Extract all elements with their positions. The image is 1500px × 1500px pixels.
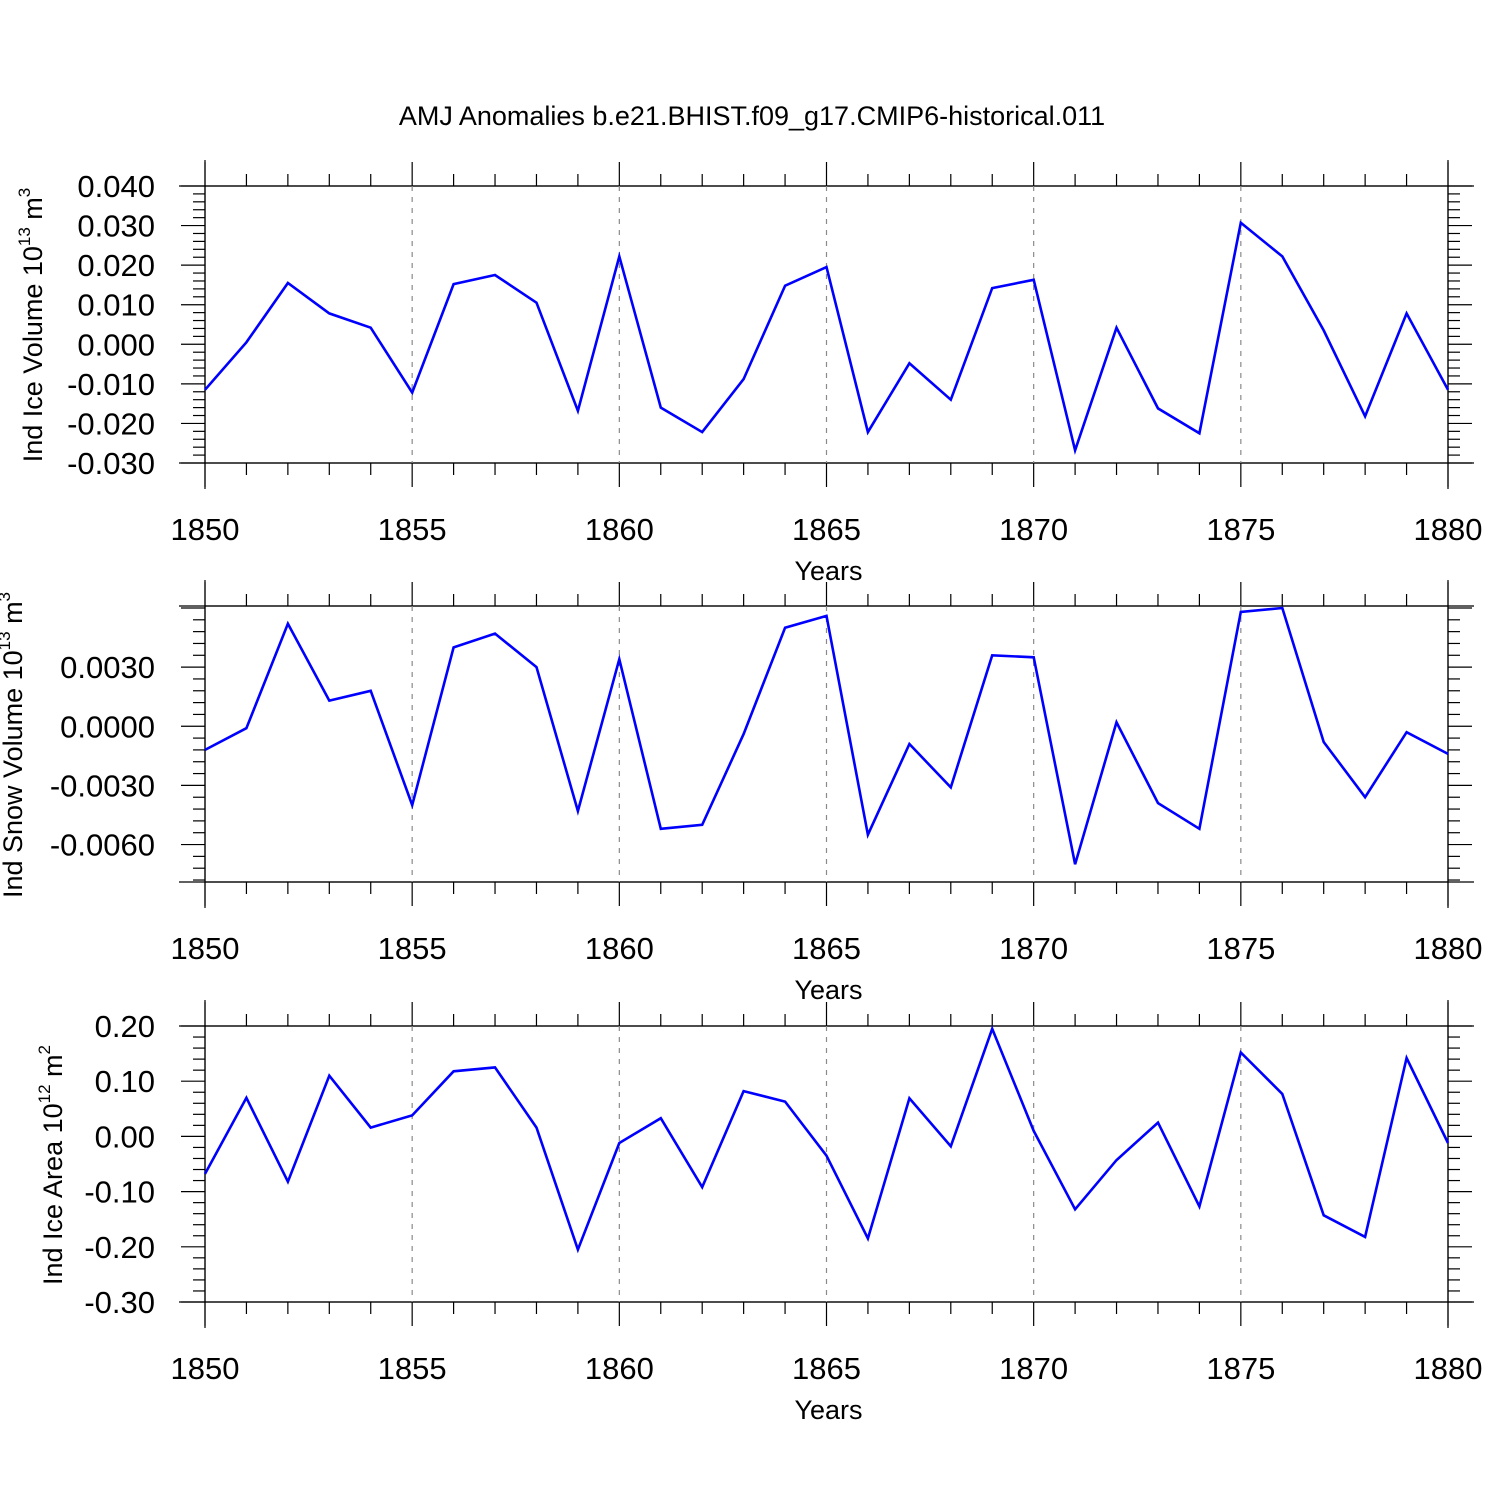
y-tick-label: 0.000: [77, 327, 155, 362]
x-tick-label: 1875: [1206, 512, 1275, 547]
x-tick-label: 1880: [1414, 1351, 1483, 1386]
panel-2: 1850 1855 1860 1865 1870 1875 1880 Years -0.0060…: [0, 580, 1482, 1005]
y-tick-label: 0.20: [95, 1009, 155, 1044]
y-tick-label: -0.30: [84, 1285, 155, 1320]
x-tick-label: 1860: [585, 931, 654, 966]
x-tick-label: 1865: [792, 512, 861, 547]
x-tick-label: 1865: [792, 931, 861, 966]
x-tick-label: 1870: [999, 512, 1068, 547]
series-line: [204, 220, 1450, 455]
figure-title: AMJ Anomalies b.e21.BHIST.f09_g17.CMIP6-…: [399, 101, 1105, 131]
y-tick-label: 0.00: [95, 1119, 155, 1154]
x-tick-label: 1855: [378, 1351, 447, 1386]
x-axis-title: Years: [794, 1395, 862, 1425]
y-tick-label: 0.020: [77, 248, 155, 283]
y-axis-title: Ind Snow Volume 1013 m3: [0, 592, 28, 898]
x-tick-label: 1860: [585, 1351, 654, 1386]
panel-1: 1850 1855 1860 1865 1870 1875 1880 Years -0.030 -…: [15, 160, 1482, 586]
x-tick-label: 1850: [171, 1351, 240, 1386]
x-tick-label: 1850: [171, 512, 240, 547]
y-tick-label: -0.20: [84, 1230, 155, 1265]
y-tick-label: -0.020: [67, 406, 155, 441]
y-tick-label: -0.030: [67, 446, 155, 481]
x-tick-label: 1855: [378, 512, 447, 547]
x-tick-label: 1870: [999, 1351, 1068, 1386]
x-axis-title: Years: [794, 975, 862, 1005]
x-tick-label: 1870: [999, 931, 1068, 966]
x-tick-label: 1850: [171, 931, 240, 966]
series-line: [203, 1025, 1450, 1254]
y-tick-label: -0.10: [84, 1175, 155, 1210]
y-tick-label: -0.010: [67, 367, 155, 402]
x-tick-label: 1875: [1206, 931, 1275, 966]
x-tick-label: 1855: [378, 931, 447, 966]
panel-3: 1850 1855 1860 1865 1870 1875 1880 Years -0.30 -0…: [35, 1000, 1482, 1425]
x-tick-label: 1865: [792, 1351, 861, 1386]
x-tick-label: 1880: [1414, 512, 1483, 547]
x-tick-label: 1880: [1414, 931, 1483, 966]
x-axis-title: Years: [794, 556, 862, 586]
x-tick-label: 1875: [1206, 1351, 1275, 1386]
y-axis-title: Ind Ice Volume 1013 m3: [15, 188, 48, 463]
y-tick-label: -0.0030: [50, 768, 155, 803]
y-tick-label: 0.040: [77, 169, 155, 204]
y-tick-label: 0.0000: [60, 709, 155, 744]
y-tick-label: 0.030: [77, 209, 155, 244]
y-tick-label: 0.0030: [60, 650, 155, 685]
y-tick-label: 0.010: [77, 288, 155, 323]
y-tick-label: 0.10: [95, 1064, 155, 1099]
y-tick-label: -0.0060: [50, 828, 155, 863]
series-line: [204, 606, 1449, 865]
y-axis-title: Ind Ice Area 1012 m2: [35, 1045, 68, 1285]
x-tick-label: 1860: [585, 512, 654, 547]
